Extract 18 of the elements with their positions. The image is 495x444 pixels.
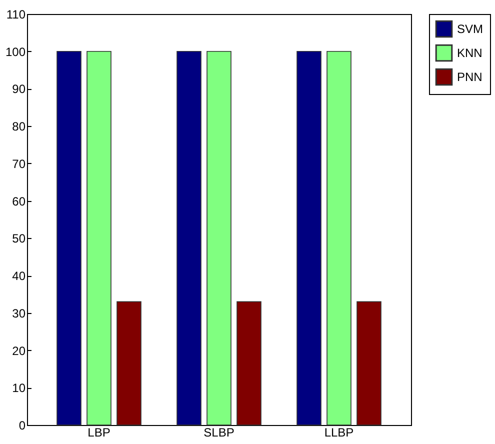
x-tick-label: SLBP bbox=[204, 426, 234, 440]
y-tick-label: 80 bbox=[12, 120, 26, 134]
legend-label: KNN bbox=[457, 46, 482, 60]
y-tick-label: 10 bbox=[12, 381, 26, 396]
y-tick-label: 60 bbox=[12, 194, 26, 208]
legend-label: PNN bbox=[457, 70, 482, 84]
y-tick-label: 40 bbox=[12, 269, 26, 284]
y-tick-label: 100 bbox=[5, 44, 26, 59]
y-tick-label: 0 bbox=[18, 418, 26, 432]
y-tick-label: 70 bbox=[12, 156, 26, 171]
y-tick-label: 20 bbox=[12, 344, 26, 358]
y-tick-label: 90 bbox=[12, 82, 26, 96]
y-tick-label: 110 bbox=[6, 8, 26, 22]
y-tick-label: 30 bbox=[12, 306, 26, 320]
x-tick-label: LBP bbox=[88, 426, 110, 440]
legend-label: SVM bbox=[457, 22, 484, 36]
x-tick-label: LLBP bbox=[324, 426, 354, 440]
y-tick-label: 50 bbox=[12, 232, 26, 246]
